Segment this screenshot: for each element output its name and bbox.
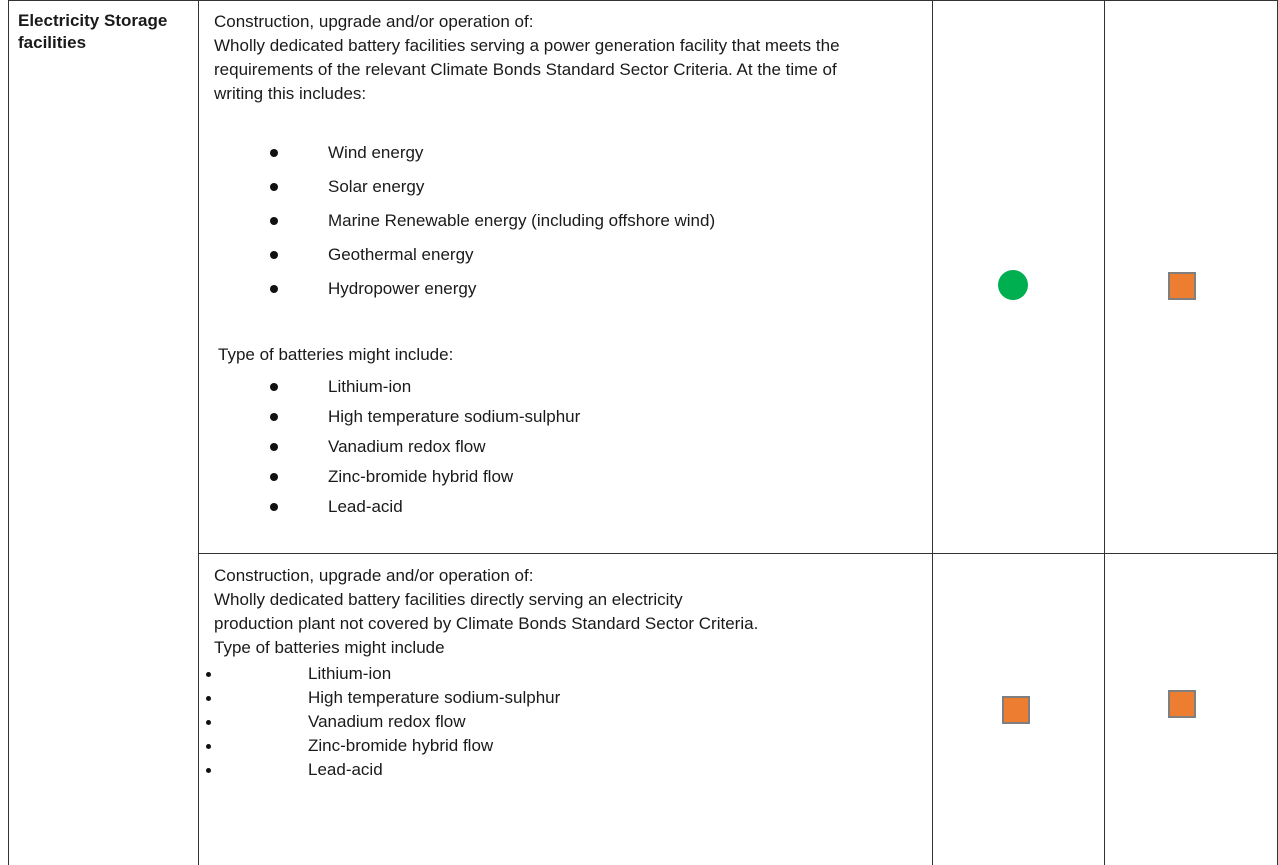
- row-1-indicator-2-orange-square-icon: [1168, 272, 1196, 300]
- energy-source-list: Wind energy Solar energy Marine Renewabl…: [270, 136, 715, 306]
- list-item: Zinc-bromide hybrid flow: [270, 462, 580, 492]
- row-2-intro: Construction, upgrade and/or operation o…: [214, 566, 534, 585]
- row-1-description: Construction, upgrade and/or operation o…: [214, 10, 924, 130]
- bullet-icon: [270, 413, 278, 421]
- column-divider-2: [932, 0, 933, 865]
- bullet-icon: [270, 503, 278, 511]
- list-item: Lead-acid: [270, 492, 580, 522]
- bullet-icon: [206, 744, 211, 749]
- table-top-border: [8, 0, 1278, 1]
- row-1-intro: Construction, upgrade and/or operation o…: [214, 12, 534, 31]
- list-item: Marine Renewable energy (including offsh…: [270, 204, 715, 238]
- list-item: Zinc-bromide hybrid flow: [204, 734, 560, 758]
- bullet-icon: [206, 672, 211, 677]
- list-item: Solar energy: [270, 170, 715, 204]
- bullet-icon: [270, 217, 278, 225]
- list-item: Hydropower energy: [270, 272, 715, 306]
- row-1-battery-heading: Type of batteries might include:: [218, 345, 454, 364]
- list-item: High temperature sodium-sulphur: [270, 402, 580, 432]
- list-item: Vanadium redox flow: [204, 710, 560, 734]
- row-2-battery-list: Lithium-ion High temperature sodium-sulp…: [204, 662, 560, 782]
- row-1-text: Wholly dedicated battery facilities serv…: [214, 36, 840, 103]
- row-2-battery-heading: Type of batteries might include: [214, 638, 445, 657]
- bullet-icon: [206, 768, 211, 773]
- column-divider-3: [1104, 0, 1105, 865]
- list-item: Vanadium redox flow: [270, 432, 580, 462]
- bullet-icon: [206, 720, 211, 725]
- list-item: Lead-acid: [204, 758, 560, 782]
- bullet-icon: [270, 383, 278, 391]
- bullet-icon: [270, 285, 278, 293]
- bullet-icon: [270, 251, 278, 259]
- category-label: Electricity Storage facilities: [18, 11, 168, 52]
- bullet-icon: [270, 473, 278, 481]
- row-divider: [198, 553, 1278, 554]
- list-item: Lithium-ion: [270, 372, 580, 402]
- list-item: High temperature sodium-sulphur: [204, 686, 560, 710]
- list-item: Geothermal energy: [270, 238, 715, 272]
- bullet-icon: [270, 183, 278, 191]
- row-2-text-line-2: production plant not covered by Climate …: [214, 614, 759, 633]
- row-2-description: Construction, upgrade and/or operation o…: [214, 564, 924, 660]
- table-left-border: [8, 0, 9, 865]
- bullet-icon: [270, 149, 278, 157]
- row-2-text-line-1: Wholly dedicated battery facilities dire…: [214, 590, 683, 609]
- bullet-icon: [206, 696, 211, 701]
- column-divider-1: [198, 0, 199, 865]
- list-item: Lithium-ion: [204, 662, 560, 686]
- row-2-indicator-2-orange-square-icon: [1168, 690, 1196, 718]
- bullet-icon: [270, 443, 278, 451]
- row-1-indicator-1-green-circle-icon: [998, 270, 1028, 300]
- list-item: Wind energy: [270, 136, 715, 170]
- row-2-indicator-1-orange-square-icon: [1002, 696, 1030, 724]
- row-1-battery-list: Lithium-ion High temperature sodium-sulp…: [270, 372, 580, 522]
